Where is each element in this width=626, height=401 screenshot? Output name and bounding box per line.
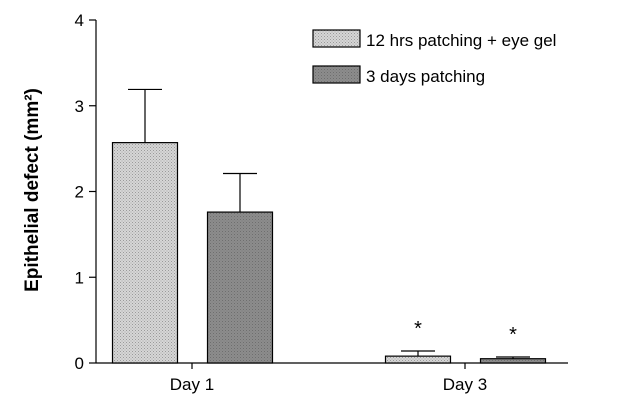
y-tick-label: 3 [75,97,84,116]
y-tick-label: 2 [75,183,84,202]
legend-label: 3 days patching [366,67,485,86]
x-tick-label: Day 1 [170,375,214,394]
x-tick-label: Day 3 [443,375,487,394]
bars: * * [111,88,547,364]
legend-label: 12 hrs patching + eye gel [366,31,556,50]
legend-swatch [312,65,361,84]
y-axis: 0 1 2 3 4 [75,11,97,373]
legend-swatch [312,29,361,48]
bar [479,358,547,364]
bar [384,355,452,364]
legend: 12 hrs patching + eye gel 3 days patching [312,29,556,86]
bar [111,142,179,364]
y-tick-label: 0 [75,354,84,373]
significance-marker: * [509,324,517,346]
significance-marker: * [414,318,422,340]
y-tick-label: 4 [75,11,84,30]
y-tick-label: 1 [75,268,84,287]
bar [206,211,274,364]
y-axis-title: Epithelial defect (mm²) [22,88,43,292]
x-axis: Day 1 Day 3 [96,362,568,394]
